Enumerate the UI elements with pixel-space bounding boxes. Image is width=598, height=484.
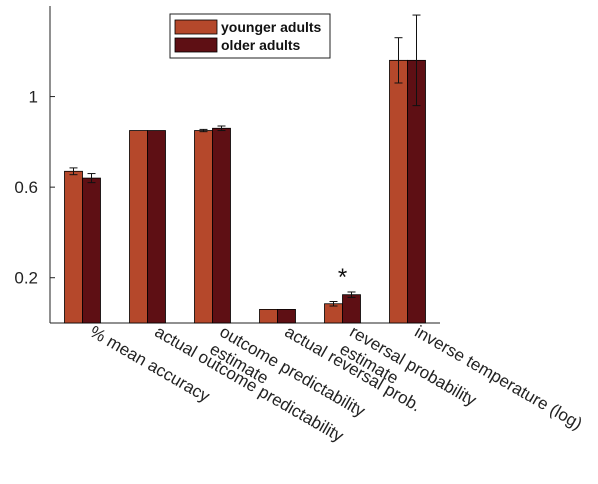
y-tick-label: 0.6 bbox=[14, 178, 38, 197]
bar bbox=[277, 309, 296, 324]
error-bars bbox=[69, 14, 421, 307]
annotations: * bbox=[338, 264, 347, 291]
legend-swatch bbox=[174, 19, 218, 35]
legend-label: older adults bbox=[221, 37, 301, 53]
significance-asterisk: * bbox=[338, 264, 347, 291]
legend-label: younger adults bbox=[221, 19, 322, 35]
y-ticks: 0.2 0.6 1 bbox=[14, 88, 55, 288]
bar bbox=[212, 127, 231, 324]
x-tick-label: % mean accuracy bbox=[87, 322, 214, 406]
bar bbox=[259, 309, 278, 324]
x-tick-label-line: % mean accuracy bbox=[87, 322, 214, 406]
bar bbox=[324, 303, 343, 324]
axes bbox=[49, 6, 440, 324]
y-tick-label: 0.2 bbox=[14, 269, 38, 288]
bar bbox=[194, 130, 213, 324]
bar bbox=[147, 130, 166, 324]
bar bbox=[342, 294, 361, 324]
bar bbox=[389, 59, 408, 324]
bars bbox=[64, 59, 426, 324]
legend-swatch bbox=[174, 37, 218, 53]
bar bbox=[82, 177, 101, 324]
bar bbox=[129, 130, 148, 324]
bar bbox=[64, 170, 83, 324]
y-tick-label: 1 bbox=[29, 88, 38, 107]
legend: younger adults older adults bbox=[169, 13, 331, 59]
